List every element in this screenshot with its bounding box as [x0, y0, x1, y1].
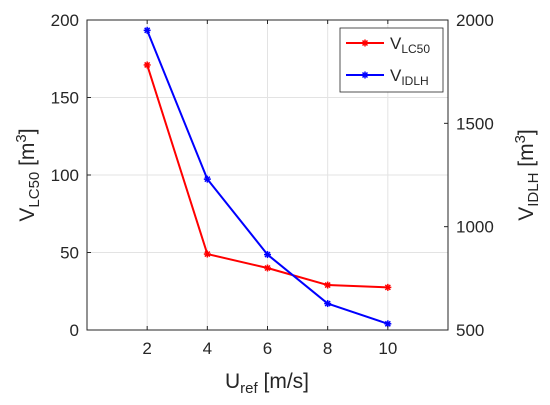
- data-point-idlh: [264, 251, 271, 259]
- right-y-tick-label: 2000: [456, 11, 494, 30]
- data-point-lc50: [264, 264, 271, 272]
- marker-stroke: [144, 27, 151, 34]
- left-y-tick-label: 200: [51, 11, 79, 30]
- left-y-tick-label: 150: [51, 89, 79, 108]
- legend-box: [339, 27, 444, 93]
- right-y-tick-label: 1500: [456, 114, 494, 133]
- left-y-tick-label: 100: [51, 166, 79, 185]
- data-point-lc50: [203, 250, 211, 258]
- legend-label-lc50: VLC50: [390, 34, 430, 56]
- x-tick-label: 8: [323, 339, 332, 358]
- legend-marker-lc50: [361, 39, 369, 47]
- marker-stroke: [324, 300, 331, 307]
- x-axis-title: Uref [m/s]: [225, 370, 309, 397]
- marker-stroke: [384, 320, 391, 327]
- data-point-idlh: [203, 175, 211, 183]
- right-y-tick-label: 1000: [456, 218, 494, 237]
- left-y-tick-label: 50: [60, 244, 79, 263]
- left-y-axis-title: VLC50 [m3]: [13, 128, 43, 221]
- legend: VLC50 VIDLH: [339, 27, 444, 93]
- marker-stroke: [204, 251, 211, 258]
- legend-entry-idlh: VIDLH: [346, 66, 429, 88]
- data-point-lc50: [324, 281, 332, 289]
- legend-entry-lc50: VLC50: [346, 34, 430, 56]
- legend-marker-idlh: [361, 71, 369, 79]
- marker-stroke: [204, 176, 211, 183]
- marker-stroke: [324, 282, 331, 289]
- series-layer: [143, 26, 392, 328]
- data-point-idlh: [143, 26, 151, 34]
- marker-stroke: [264, 264, 271, 272]
- left-y-tick-label: 0: [70, 321, 79, 340]
- marker-stroke: [144, 61, 151, 68]
- marker-stroke: [384, 284, 391, 291]
- x-tick-label: 2: [142, 339, 151, 358]
- x-tick-label: 4: [203, 339, 212, 358]
- data-point-idlh: [324, 300, 332, 308]
- right-y-axis-title: VIDLH [m3]: [512, 129, 542, 221]
- legend-label-idlh: VIDLH: [390, 66, 429, 88]
- x-tick-label: 6: [263, 339, 272, 358]
- x-tick-label: 10: [378, 339, 397, 358]
- marker-stroke: [264, 251, 271, 258]
- data-point-lc50: [143, 61, 151, 69]
- data-point-lc50: [384, 283, 392, 291]
- right-y-tick-label: 500: [456, 321, 484, 340]
